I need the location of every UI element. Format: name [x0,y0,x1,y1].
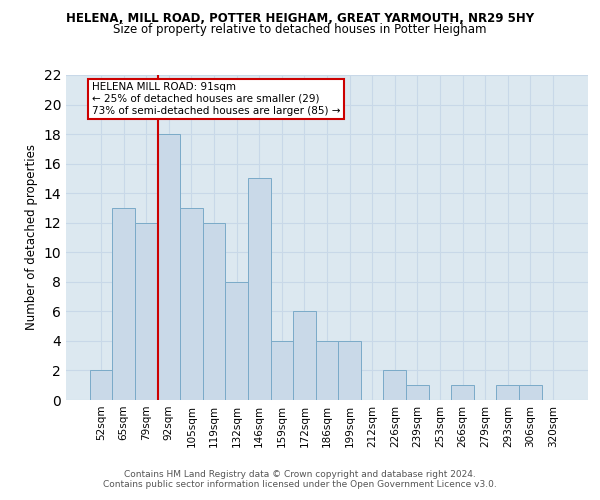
Text: HELENA, MILL ROAD, POTTER HEIGHAM, GREAT YARMOUTH, NR29 5HY: HELENA, MILL ROAD, POTTER HEIGHAM, GREAT… [66,12,534,26]
Bar [90,370,112,400]
Bar [271,341,293,400]
Text: Contains public sector information licensed under the Open Government Licence v3: Contains public sector information licen… [103,480,497,489]
Bar [203,222,226,400]
Bar [316,341,338,400]
Bar [338,341,361,400]
Bar [406,385,428,400]
Bar [226,282,248,400]
Bar [248,178,271,400]
Bar [158,134,180,400]
Bar [135,222,158,400]
Bar [293,312,316,400]
Bar [496,385,519,400]
Text: HELENA MILL ROAD: 91sqm
← 25% of detached houses are smaller (29)
73% of semi-de: HELENA MILL ROAD: 91sqm ← 25% of detache… [92,82,340,116]
Bar [180,208,203,400]
Text: Size of property relative to detached houses in Potter Heigham: Size of property relative to detached ho… [113,24,487,36]
Bar [112,208,135,400]
Bar [519,385,542,400]
Bar [451,385,474,400]
Y-axis label: Number of detached properties: Number of detached properties [25,144,38,330]
Text: Contains HM Land Registry data © Crown copyright and database right 2024.: Contains HM Land Registry data © Crown c… [124,470,476,479]
Bar [383,370,406,400]
